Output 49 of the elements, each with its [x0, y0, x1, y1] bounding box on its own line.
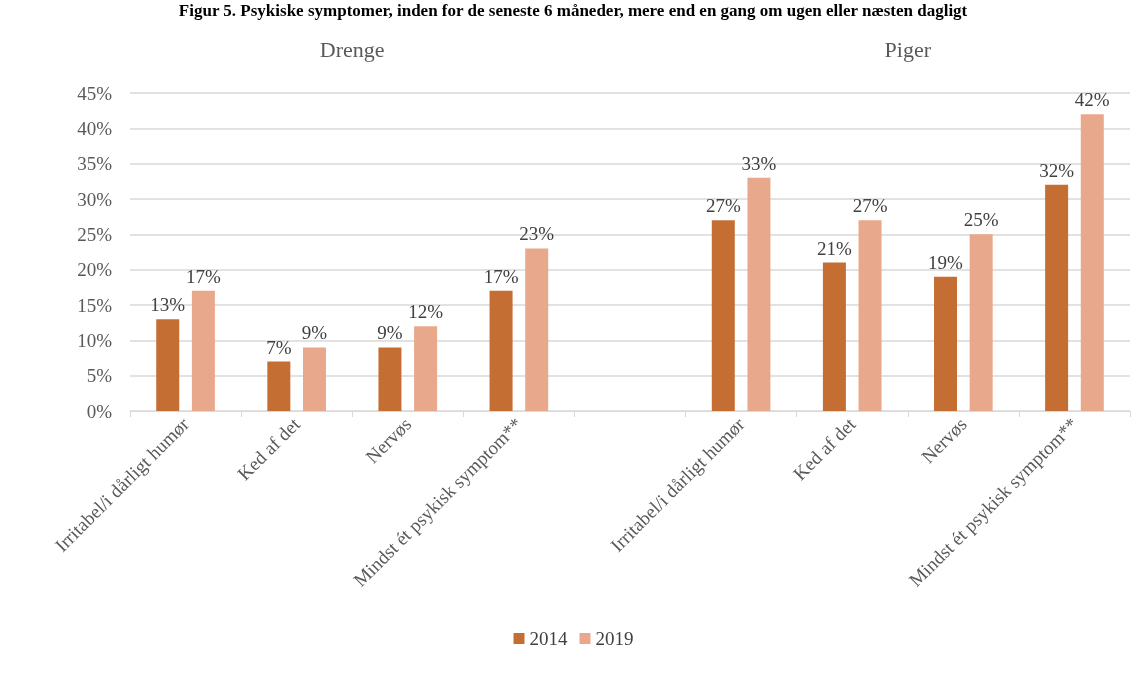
text: Drenge — [319, 36, 385, 62]
data-label: 17% — [185, 265, 221, 287]
y-tick-label: 10% — [77, 329, 113, 351]
data-label: 32% — [1039, 159, 1075, 181]
x-tick-label: Ked af det — [233, 413, 305, 485]
bar — [1045, 184, 1069, 411]
data-label: 9% — [377, 322, 403, 344]
y-tick-label: 35% — [77, 153, 113, 175]
bar — [822, 262, 846, 411]
data-label: 27% — [852, 195, 888, 217]
bar — [378, 347, 402, 411]
x-tick-label: Ked af det — [788, 413, 861, 485]
bar — [969, 234, 993, 411]
y-tick-label: 15% — [77, 294, 113, 316]
data-label: 42% — [1074, 89, 1110, 111]
y-tick-label: 0% — [86, 400, 113, 422]
y-tick-label: 40% — [77, 117, 113, 139]
data-label: 9% — [301, 322, 328, 344]
bar — [489, 290, 513, 411]
bar — [858, 220, 882, 411]
bar — [191, 290, 215, 411]
bar — [934, 276, 958, 411]
data-label: 27% — [705, 195, 741, 217]
text: Piger — [884, 36, 932, 62]
data-label: 7% — [266, 336, 292, 358]
legend-label: 2014 — [529, 628, 568, 649]
data-label: 23% — [519, 223, 555, 245]
legend-label: 2019 — [595, 628, 634, 649]
bar — [747, 177, 771, 411]
data-label: 17% — [483, 265, 519, 287]
data-label: 33% — [741, 152, 777, 174]
bar — [1080, 114, 1104, 411]
data-label: 13% — [150, 294, 186, 316]
data-label: 21% — [816, 237, 852, 259]
bar — [267, 361, 291, 411]
data-label: 19% — [928, 251, 964, 273]
bar — [302, 347, 326, 411]
y-tick-label: 45% — [77, 82, 113, 104]
y-tick-label: 5% — [86, 365, 113, 387]
bar — [414, 326, 438, 411]
y-tick-label: 30% — [77, 188, 113, 210]
bar — [156, 319, 180, 411]
y-tick-label: 20% — [77, 259, 113, 281]
bar — [711, 220, 735, 411]
chart-title: Figur 5. Psykiske symptomer, inden for de seneste 6 måneder, mere end en gang om ugen eller næsten dagligt — [178, 1, 968, 20]
data-label: 12% — [408, 301, 444, 323]
bar — [525, 248, 549, 411]
data-label: 25% — [963, 209, 999, 231]
y-tick-label: 25% — [77, 223, 113, 245]
